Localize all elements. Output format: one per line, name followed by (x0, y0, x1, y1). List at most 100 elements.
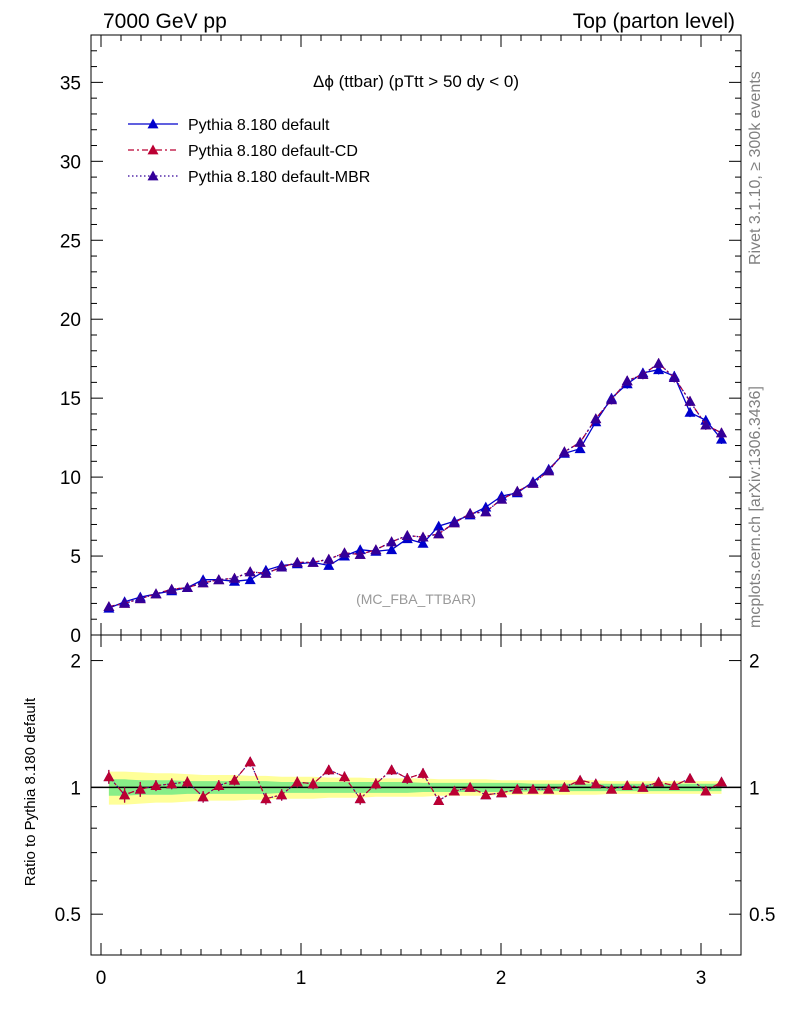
y-tick-label: 25 (60, 231, 81, 252)
header-left: 7000 GeV pp (103, 10, 227, 33)
data-point (684, 395, 696, 406)
data-point (511, 485, 523, 496)
ratio-point (354, 793, 366, 804)
ratio-point (417, 767, 429, 778)
data-point (323, 553, 335, 564)
y-tick-label: 35 (60, 73, 81, 94)
ratio-point (668, 780, 680, 790)
ratio-tick-label: 1 (70, 778, 81, 799)
ratio-point (166, 778, 178, 789)
ratio-tick-label: 0.5 (55, 905, 81, 926)
ratio-point (197, 791, 209, 802)
ratio-point (134, 783, 146, 794)
data-point (213, 574, 225, 585)
ratio-tick-label: 0.5 (749, 905, 775, 926)
ratio-point (621, 780, 633, 790)
ratio-point (574, 774, 586, 785)
data-point (653, 357, 665, 368)
series-2 (103, 357, 727, 611)
data-point (134, 593, 146, 604)
ratio-point (558, 781, 570, 792)
data-point (574, 443, 586, 454)
data-point (637, 369, 649, 379)
main-panel: 0 5 10 15 20 25 30 35 Δϕ (ttbar) (pTtt > 50 dy … (60, 34, 742, 647)
ratio-tick-label: 2 (70, 652, 81, 673)
ratio-ticks: 0 1 2 3 0.5 0.5 1 1 2 2 (55, 635, 775, 989)
ratio-point (150, 780, 162, 790)
ratio-point (496, 787, 508, 798)
ratio-panel: 0 1 2 3 0.5 0.5 1 1 2 2 Ratio to Pythia 8.180 def… (22, 634, 775, 989)
header-right: Top (parton level) (573, 10, 735, 33)
ratio-frame (90, 634, 742, 956)
data-point (700, 419, 712, 430)
ratio-point (370, 778, 382, 789)
data-point (543, 465, 555, 476)
data-point (166, 583, 178, 594)
analysis-label: (MC_FBA_TTBAR) (356, 591, 476, 607)
data-point (496, 493, 508, 504)
data-point (621, 375, 633, 386)
ratio-point (229, 774, 240, 785)
data-point (668, 372, 680, 382)
x-tick-label: 1 (296, 968, 307, 989)
ratio-point (511, 783, 523, 794)
legend-marker (147, 170, 159, 181)
ratio-point (119, 789, 131, 800)
main-ticks: 0 5 10 15 20 25 30 35 (60, 34, 742, 647)
data-point (464, 507, 476, 518)
data-point (244, 574, 256, 585)
ratio-point (323, 764, 335, 775)
data-point (590, 413, 602, 424)
ratio-point (464, 781, 476, 792)
ratio-point (386, 764, 398, 775)
data-point (150, 588, 162, 599)
series-1 (103, 364, 727, 613)
legend-item: Pythia 8.180 default-CD (128, 143, 358, 160)
ratio-point (653, 776, 665, 787)
data-point (354, 549, 366, 559)
data-point (323, 560, 335, 570)
legend-item: Pythia 8.180 default-MBR (128, 169, 370, 186)
ratio-point (543, 783, 555, 794)
ratio-point (401, 772, 413, 783)
x-tick-label: 2 (496, 968, 507, 989)
main-series (103, 357, 727, 613)
legend-marker (147, 118, 159, 129)
ratio-point (244, 756, 256, 767)
data-point (386, 536, 398, 547)
data-point (229, 572, 240, 583)
ratio-tick-label: 1 (749, 778, 760, 799)
y-tick-label: 30 (60, 152, 81, 173)
ratio-point (339, 771, 350, 782)
ratio-series (103, 756, 727, 805)
data-point (181, 582, 193, 592)
data-point (606, 394, 617, 405)
legend-label: Pythia 8.180 default (188, 117, 330, 134)
ratio-point (684, 772, 696, 783)
ratio-point (480, 789, 492, 800)
legend-marker (147, 144, 159, 155)
data-point (276, 561, 288, 572)
ratio-point (307, 778, 319, 789)
data-point (527, 477, 539, 488)
data-point (339, 547, 350, 558)
data-point (291, 556, 303, 567)
series-3 (103, 357, 727, 611)
ratio-point (213, 780, 225, 790)
data-point (716, 433, 727, 444)
x-tick-label: 0 (96, 968, 107, 989)
data-point (433, 520, 445, 531)
data-point (370, 544, 382, 555)
ratio-tick-label: 2 (749, 652, 760, 673)
data-point (401, 530, 413, 540)
data-point (307, 556, 319, 567)
ratio-point (637, 781, 649, 792)
data-point (653, 364, 665, 375)
ratio-point (590, 778, 602, 789)
y-tick-label: 15 (60, 389, 81, 410)
data-point (448, 517, 460, 528)
ratio-line (108, 760, 722, 802)
x-tick-label: 3 (696, 968, 707, 989)
legend: Pythia 8.180 default Pythia 8.180 default… (128, 117, 370, 186)
